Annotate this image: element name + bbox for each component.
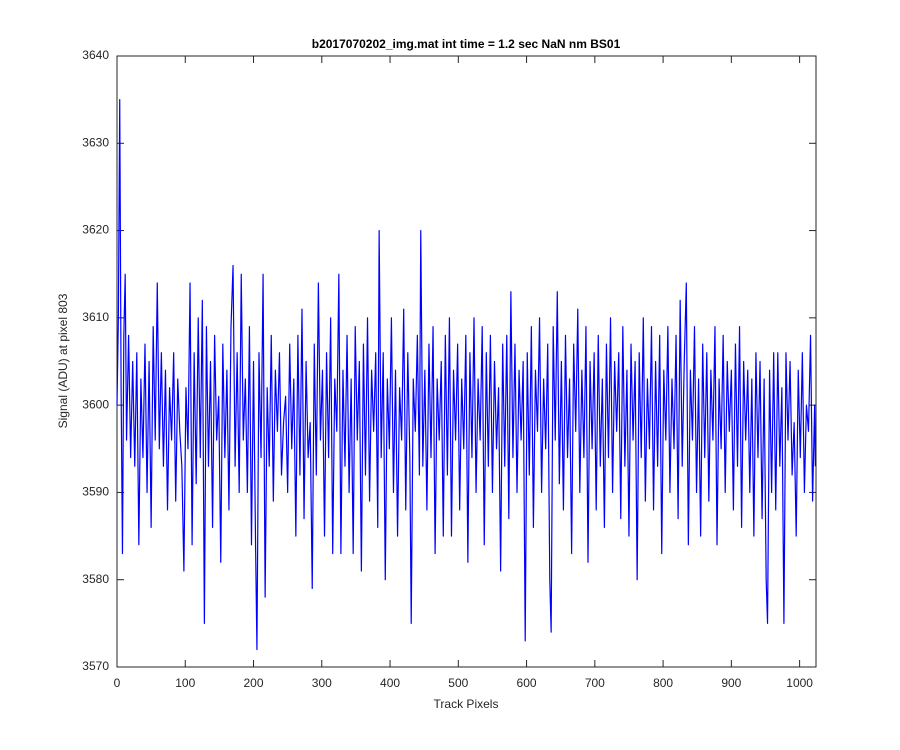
- y-tick-label: 3640: [82, 48, 109, 62]
- y-tick-label: 3590: [82, 485, 109, 499]
- x-axis-label: Track Pixels: [434, 697, 499, 711]
- y-tick-label: 3610: [82, 310, 109, 324]
- x-tick-label: 900: [721, 676, 741, 690]
- y-tick-label: 3570: [82, 659, 109, 673]
- x-tick-label: 300: [312, 676, 332, 690]
- y-axis-label: Signal (ADU) at pixel 803: [56, 293, 70, 428]
- x-tick-label: 0: [114, 676, 121, 690]
- y-tick-label: 3600: [82, 397, 109, 411]
- x-tick-label: 400: [380, 676, 400, 690]
- y-tick-label: 3620: [82, 223, 109, 237]
- data-line: [116, 99, 816, 651]
- x-tick-label: 1000: [786, 676, 813, 690]
- x-tick-label: 100: [175, 676, 195, 690]
- x-tick-label: 800: [653, 676, 673, 690]
- x-tick-label: 500: [448, 676, 468, 690]
- x-tick-label: 700: [585, 676, 605, 690]
- chart-title: b2017070202_img.mat int time = 1.2 sec N…: [312, 37, 621, 51]
- x-tick-label: 600: [517, 676, 537, 690]
- x-tick-label: 200: [244, 676, 264, 690]
- y-tick-label: 3630: [82, 135, 109, 149]
- y-tick-label: 3580: [82, 572, 109, 586]
